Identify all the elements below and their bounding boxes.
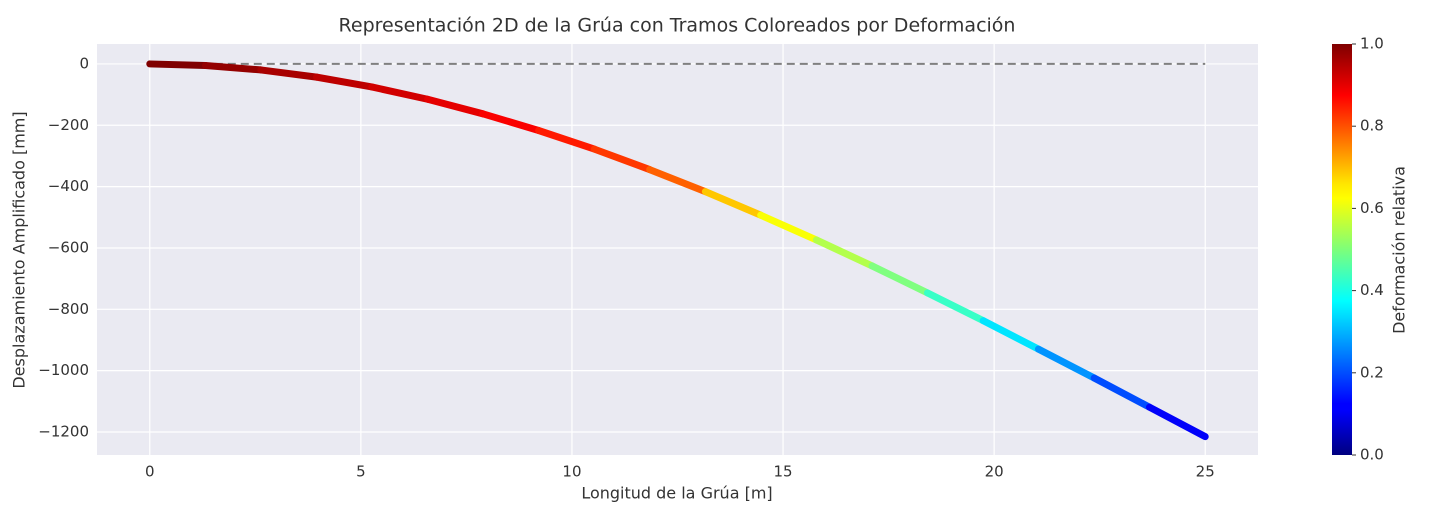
y-tick-label: −400 [48,177,89,195]
beam-segment [590,145,654,174]
beam-segment [146,60,210,69]
beam-segment [479,110,543,134]
y-tick-label: −600 [48,238,89,256]
beam-segment [257,66,321,81]
y-tick-label: 0 [79,54,89,72]
colorbar-label: Deformación relativa [1390,166,1409,334]
colorbar [1332,44,1352,455]
beam-segment [646,166,709,196]
y-tick-label: −1000 [38,361,89,379]
beam-segment [923,289,987,325]
y-tick-label: −200 [48,116,89,134]
beam-segment [701,188,765,219]
colorbar-tick-label: 0.8 [1360,117,1384,135]
beam-segment [1090,374,1153,411]
chart-title: Representación 2D de la Grúa con Tramos … [339,15,1016,37]
beam-segment [979,317,1042,353]
colorbar-tick-label: 0.6 [1360,199,1384,217]
beam-segment [424,95,487,118]
colorbar-tick-label: 0.4 [1360,281,1384,299]
beam-segment [868,262,931,297]
beam-segment [368,83,432,103]
x-tick-label: 15 [773,463,792,481]
x-tick-label: 20 [985,463,1004,481]
beam-segment [1145,403,1209,441]
colorbar-tick-label: 0.2 [1360,363,1384,381]
x-tick-label: 10 [562,463,581,481]
plot-area [97,44,1258,455]
y-tick-label: −1200 [38,422,89,440]
x-tick-label: 5 [356,463,366,481]
beam-segment [202,61,265,74]
beam-segment [757,211,820,244]
y-tick-label: −800 [48,300,89,318]
beam-segment [812,236,876,270]
colorbar-tick-label: 0.0 [1360,446,1384,464]
y-axis-label: Desplazamiento Amplificado [mm] [10,111,29,388]
beam-segment [1034,345,1098,382]
x-tick-label: 25 [1196,463,1215,481]
x-tick-label: 0 [145,463,155,481]
colorbar-tick-label: 1.0 [1360,35,1384,53]
x-axis-label: Longitud de la Grúa [m] [581,484,772,503]
beam-segment [535,126,598,153]
beam-segment [313,73,376,91]
